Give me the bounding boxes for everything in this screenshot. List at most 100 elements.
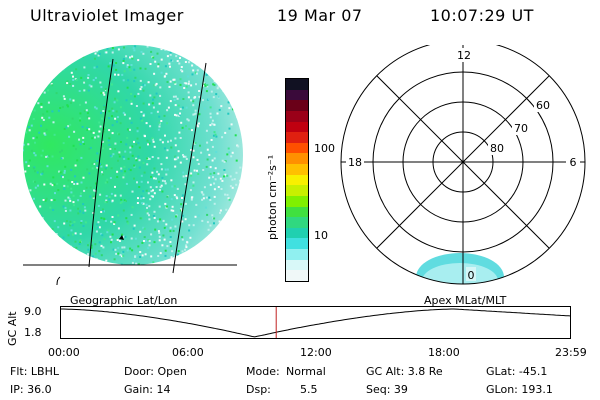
speckle-dot — [189, 189, 192, 192]
speckle-dot — [213, 84, 216, 87]
speckle-dot — [94, 52, 97, 55]
speckle-dot — [230, 57, 233, 60]
info-mode-value: Normal — [286, 365, 326, 378]
colorbar-tick: 10 — [314, 229, 328, 242]
speckle-dot — [188, 52, 190, 55]
speckle-dot — [171, 205, 174, 208]
speckle-dot — [46, 257, 49, 260]
speckle-dot — [18, 196, 20, 198]
speckle-dot — [175, 55, 178, 58]
colorbar-step — [286, 89, 308, 101]
colorbar-step — [286, 174, 308, 186]
speckle-dot — [45, 64, 47, 66]
speckle-dot — [145, 122, 148, 125]
speckle-dot — [44, 133, 47, 136]
speckle-dot — [62, 205, 65, 208]
speckle-dot — [189, 236, 192, 239]
speckle-dot — [28, 201, 31, 204]
speckle-dot — [190, 99, 193, 102]
speckle-dot — [144, 253, 147, 256]
speckle-dot — [117, 227, 120, 230]
speckle-dot — [45, 197, 48, 200]
speckle-dot — [214, 178, 217, 181]
speckle-dot — [161, 176, 164, 179]
speckle-dot — [195, 203, 198, 206]
speckle-dot — [74, 164, 77, 167]
speckle-dot — [145, 210, 148, 213]
speckle-dot — [131, 55, 134, 58]
speckle-dot — [112, 248, 115, 251]
speckle-dot — [141, 202, 144, 205]
speckle-dot — [124, 170, 127, 173]
speckle-dot — [150, 112, 153, 115]
speckle-dot — [192, 113, 195, 116]
speckle-dot — [25, 121, 28, 124]
speckle-dot — [187, 119, 190, 122]
speckle-dot — [118, 151, 121, 154]
speckle-dot — [42, 72, 45, 75]
speckle-dot — [114, 142, 117, 145]
speckle-dot — [179, 209, 182, 212]
speckle-dot — [110, 238, 113, 241]
speckle-dot — [153, 145, 156, 148]
speckle-dot — [44, 79, 47, 82]
speckle-dot — [176, 187, 179, 190]
speckle-dot — [247, 142, 249, 144]
speckle-dot — [152, 106, 155, 109]
speckle-dot — [88, 128, 91, 131]
speckle-dot — [55, 92, 58, 95]
speckle-dot — [40, 106, 43, 109]
speckle-dot — [197, 173, 200, 175]
speckle-dot — [72, 247, 75, 250]
speckle-dot — [186, 241, 189, 244]
speckle-dot — [168, 62, 171, 65]
speckle-dot — [130, 213, 133, 216]
speckle-dot — [43, 59, 46, 62]
speckle-dot — [111, 107, 114, 110]
speckle-dot — [97, 221, 100, 224]
speckle-dot — [190, 172, 193, 175]
speckle-dot — [17, 86, 19, 88]
speckle-dot — [70, 187, 73, 190]
speckle-dot — [79, 119, 81, 122]
speckle-dot — [174, 165, 177, 168]
speckle-dot — [46, 110, 49, 113]
speckle-dot — [79, 103, 81, 106]
speckle-dot — [102, 208, 104, 211]
speckle-dot — [43, 132, 46, 135]
speckle-dot — [130, 237, 133, 240]
speckle-dot — [122, 250, 125, 253]
speckle-dot — [74, 232, 77, 235]
speckle-dot — [213, 182, 216, 185]
speckle-dot — [41, 149, 44, 152]
speckle-dot — [226, 153, 229, 156]
speckle-dot — [219, 54, 222, 57]
speckle-dot — [120, 167, 123, 170]
speckle-dot — [87, 74, 90, 76]
speckle-dot — [117, 246, 120, 249]
speckle-dot — [109, 62, 112, 65]
speckle-dot — [68, 57, 71, 60]
speckle-dot — [233, 214, 236, 217]
speckle-dot — [69, 224, 72, 227]
speckle-dot — [153, 216, 156, 219]
speckle-dot — [182, 171, 185, 174]
speckle-dot — [50, 49, 53, 52]
speckle-dot — [129, 169, 132, 172]
speckle-dot — [172, 229, 175, 232]
speckle-dot — [227, 147, 230, 150]
speckle-dot — [87, 51, 90, 54]
speckle-dot — [242, 241, 243, 244]
speckle-dot — [195, 256, 198, 259]
speckle-dot — [100, 211, 103, 213]
speckle-dot — [42, 70, 45, 73]
speckle-dot — [99, 81, 102, 84]
speckle-dot — [248, 213, 250, 215]
speckle-dot — [241, 50, 243, 53]
speckle-dot — [226, 59, 229, 62]
speckle-dot — [38, 222, 41, 225]
speckle-dot — [184, 218, 187, 221]
speckle-dot — [142, 89, 145, 92]
speckle-dot — [169, 139, 172, 142]
speckle-dot — [169, 100, 172, 103]
